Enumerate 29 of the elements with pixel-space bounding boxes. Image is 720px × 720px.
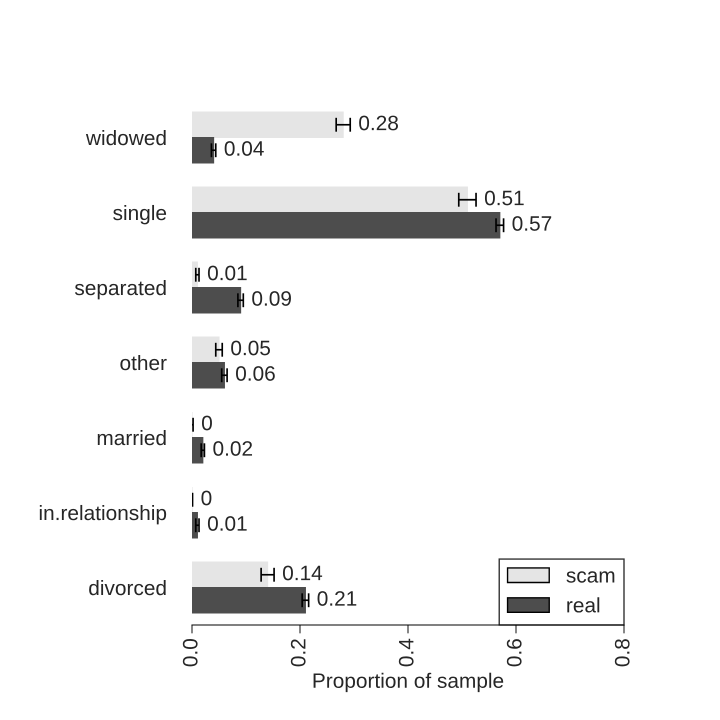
data-label: 0.57 — [512, 216, 552, 231]
data-label: 0.01 — [208, 516, 247, 531]
legend-label: scam — [566, 571, 614, 583]
data-label: 0.14 — [282, 566, 322, 580]
data-label: 0 — [202, 416, 212, 430]
data-label: 0.51 — [484, 190, 524, 206]
x-tick-label: 0.2 — [290, 639, 306, 666]
y-tick-label: single — [113, 204, 166, 224]
data-label: 0.21 — [318, 591, 356, 606]
data-label: 0.01 — [208, 266, 247, 280]
data-label: 0.28 — [359, 116, 398, 130]
data-label: 0.05 — [231, 340, 270, 356]
legend-label: real — [567, 597, 600, 613]
y-tick-label: separated — [74, 280, 166, 300]
data-label: 0.04 — [224, 141, 264, 156]
y-tick-label: other — [120, 354, 167, 370]
data-label: 0.06 — [236, 366, 275, 381]
y-tick-label: in.relationship — [40, 504, 166, 524]
y-tick-label: married — [98, 430, 166, 446]
y-tick-label: divorced — [89, 580, 166, 596]
x-tick-label: 0.8 — [614, 639, 630, 666]
x-tick-label: 0.4 — [398, 638, 414, 666]
x-tick-label: 0.0 — [182, 639, 198, 666]
x-axis-title: Proportion of sample — [314, 672, 504, 692]
data-label: 0.02 — [213, 441, 252, 456]
data-label: 0 — [201, 490, 212, 506]
y-tick-label: widowed — [86, 130, 166, 146]
data-label: 0.09 — [252, 291, 291, 306]
x-tick-label: 0.6 — [506, 639, 522, 666]
